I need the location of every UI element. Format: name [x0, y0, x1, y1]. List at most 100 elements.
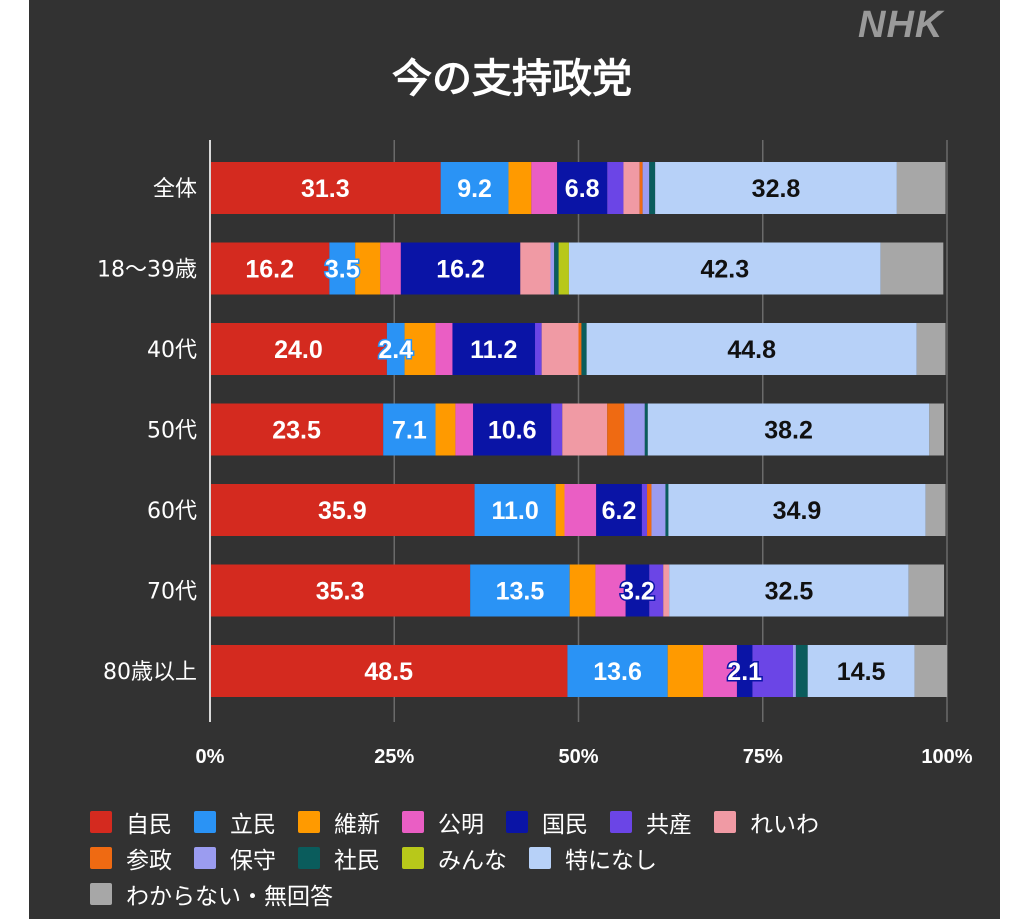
bar-segment	[355, 242, 381, 295]
bar-segment	[669, 564, 909, 617]
bar-segment	[435, 323, 453, 375]
stacked-bar-chart: 31.3 9.2 6.8 32.8 16.2 3.5 16.2 42.3 24.0 2.4 11.2…	[97, 140, 973, 768]
bar-segment	[210, 645, 568, 697]
bar-segment	[639, 162, 643, 214]
bar-segment	[567, 645, 668, 697]
value-label: 16.2	[436, 256, 485, 284]
bar-segment	[455, 403, 474, 456]
value-label: 11.0	[491, 497, 538, 525]
bar-segment	[647, 484, 652, 536]
legend-label: みんな	[438, 848, 507, 874]
value-label: 3.5	[325, 256, 360, 284]
value-label: 2.1	[727, 658, 762, 686]
legend-label: 自民	[126, 812, 172, 838]
legend-swatch	[506, 811, 528, 833]
value-label: 35.3	[316, 578, 365, 606]
legend-label: 維新	[334, 812, 380, 838]
bar-segment	[531, 162, 558, 214]
legend-item: みんな	[402, 841, 507, 875]
bar-segment	[792, 645, 796, 697]
bar-segment	[520, 242, 551, 295]
value-label: 42.3	[700, 256, 749, 284]
legend-swatch	[90, 847, 112, 869]
legend-swatch	[402, 847, 424, 869]
bar-segment	[649, 162, 656, 214]
legend-row: 自民 立民 維新 公明 国民 共産 れいわ	[90, 804, 990, 840]
bar-segment	[210, 162, 441, 214]
x-tick-label: 100%	[921, 746, 972, 768]
bar-segment	[607, 403, 625, 456]
category-label: 全体	[153, 177, 197, 202]
legend-item: 維新	[298, 805, 380, 839]
category-labels: 全体 18〜39歳 40代 50代 60代 70代 80歳以上	[97, 177, 197, 685]
bar-segment	[557, 162, 608, 214]
bar-row: 48.5 13.6 2.1 14.5	[210, 645, 947, 697]
bar-segment	[925, 484, 946, 536]
value-label: 13.6	[593, 658, 642, 686]
bar-segment	[383, 403, 436, 456]
value-label: 3.2	[620, 578, 655, 606]
bar-segment	[452, 323, 536, 375]
bar-segment	[541, 323, 579, 375]
bar-segment	[569, 564, 596, 617]
value-label: 44.8	[727, 336, 776, 364]
value-label: 6.8	[565, 175, 600, 203]
value-label: 10.6	[488, 417, 537, 445]
value-label: 31.3	[301, 175, 350, 203]
legend-label: れいわ	[750, 812, 819, 838]
bar-segment	[581, 323, 587, 375]
category-label: 40代	[147, 338, 197, 363]
legend-swatch	[90, 811, 112, 833]
bar-segment	[210, 242, 330, 295]
value-label: 11.2	[470, 336, 517, 364]
bar-segment	[386, 323, 405, 375]
legend-row: わからない・無回答	[90, 876, 990, 912]
legend-item: 国民	[506, 805, 588, 839]
legend-item: れいわ	[714, 805, 819, 839]
value-label: 16.2	[245, 256, 294, 284]
bar-segment	[880, 242, 944, 295]
bar-segment	[736, 645, 753, 697]
bar-segment	[607, 162, 624, 214]
bar-segment	[667, 645, 704, 697]
bar-row: 23.5 7.1 10.6 38.2	[210, 403, 945, 456]
bar-row: 16.2 3.5 16.2 42.3	[210, 242, 944, 295]
category-label: 80歳以上	[103, 660, 197, 685]
legend-label: 公明	[438, 812, 484, 838]
bars: 31.3 9.2 6.8 32.8 16.2 3.5 16.2 42.3 24.0 2.4 11.2…	[210, 162, 947, 697]
chart-panel	[29, 0, 1000, 919]
legend-label: 社民	[334, 848, 380, 874]
legend-label: 共産	[646, 812, 692, 838]
bar-segment	[550, 242, 555, 295]
bar-segment	[665, 484, 669, 536]
bar-segment	[595, 564, 626, 617]
bar-segment	[916, 323, 946, 375]
bar-segment	[703, 645, 737, 697]
legend-item: 共産	[610, 805, 692, 839]
nhk-logo: NHK	[858, 4, 944, 46]
x-tick-label: 0%	[196, 746, 225, 768]
legend-item: 特になし	[529, 841, 657, 875]
bar-segment	[655, 162, 897, 214]
value-label: 34.9	[773, 497, 822, 525]
legend-swatch	[194, 811, 216, 833]
bar-segment	[435, 403, 456, 456]
bar-segment	[555, 484, 565, 536]
value-label: 14.5	[837, 658, 886, 686]
bar-segment	[623, 162, 640, 214]
value-label: 35.9	[318, 497, 367, 525]
category-label: 18〜39歳	[97, 258, 197, 283]
legend-swatch	[529, 847, 551, 869]
value-label: 6.2	[602, 497, 637, 525]
legend-item: 参政	[90, 841, 172, 875]
bar-segment	[564, 484, 597, 536]
value-label: 32.5	[765, 578, 814, 606]
legend-swatch	[610, 811, 632, 833]
x-tick-label: 25%	[374, 746, 414, 768]
category-label: 70代	[147, 580, 197, 605]
legend-swatch	[194, 847, 216, 869]
value-label: 23.5	[272, 417, 321, 445]
legend-label: 特になし	[565, 848, 657, 874]
legend-label: 国民	[542, 812, 588, 838]
bar-segment	[647, 403, 930, 456]
